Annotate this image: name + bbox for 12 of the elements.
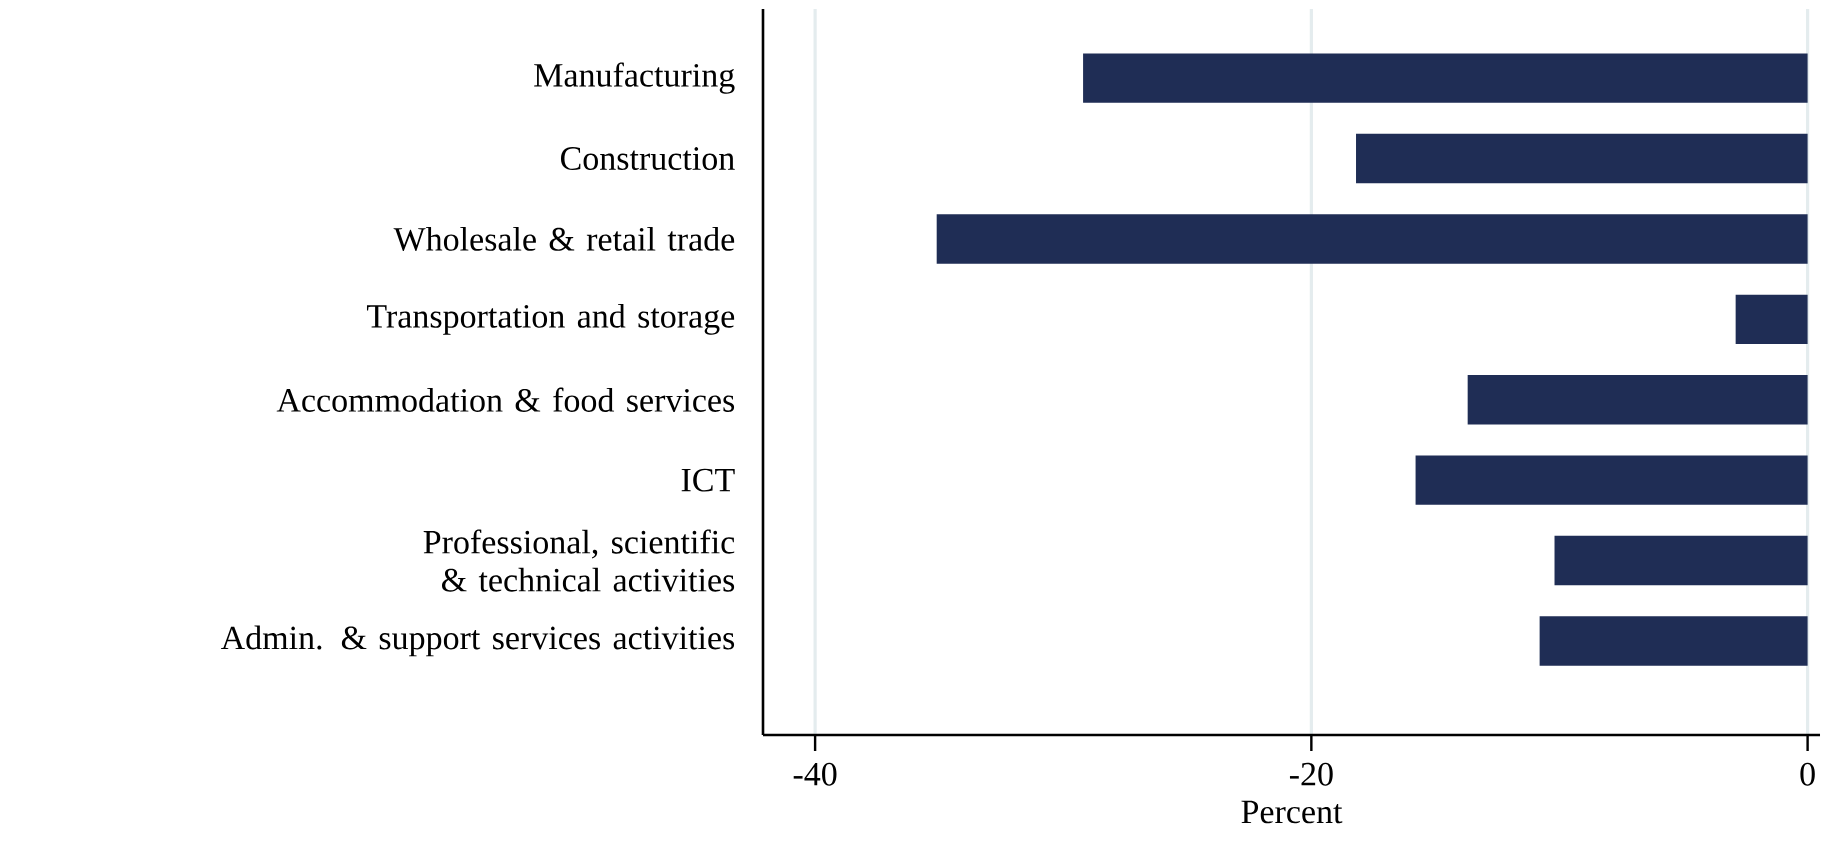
x-tick-label: 0 (1800, 762, 1815, 786)
x-axis-title: Percent (1241, 800, 1343, 824)
y-tick-label: Transportation and storage (366, 303, 735, 335)
y-tick-label: ICT (681, 468, 735, 492)
y-tick-label: Admin. & support services activities (220, 625, 735, 657)
x-tick-label: -20 (1289, 762, 1333, 786)
y-tick-label: Construction (560, 147, 735, 170)
y-tick-label: Professional, scientific & technical activities (423, 529, 735, 592)
y-tick-label: Wholesale & retail trade (393, 226, 735, 251)
x-tick-label: -40 (793, 762, 837, 786)
y-tick-label: Manufacturing (534, 62, 735, 94)
y-tick-label: Accommodation & food services (276, 387, 735, 412)
